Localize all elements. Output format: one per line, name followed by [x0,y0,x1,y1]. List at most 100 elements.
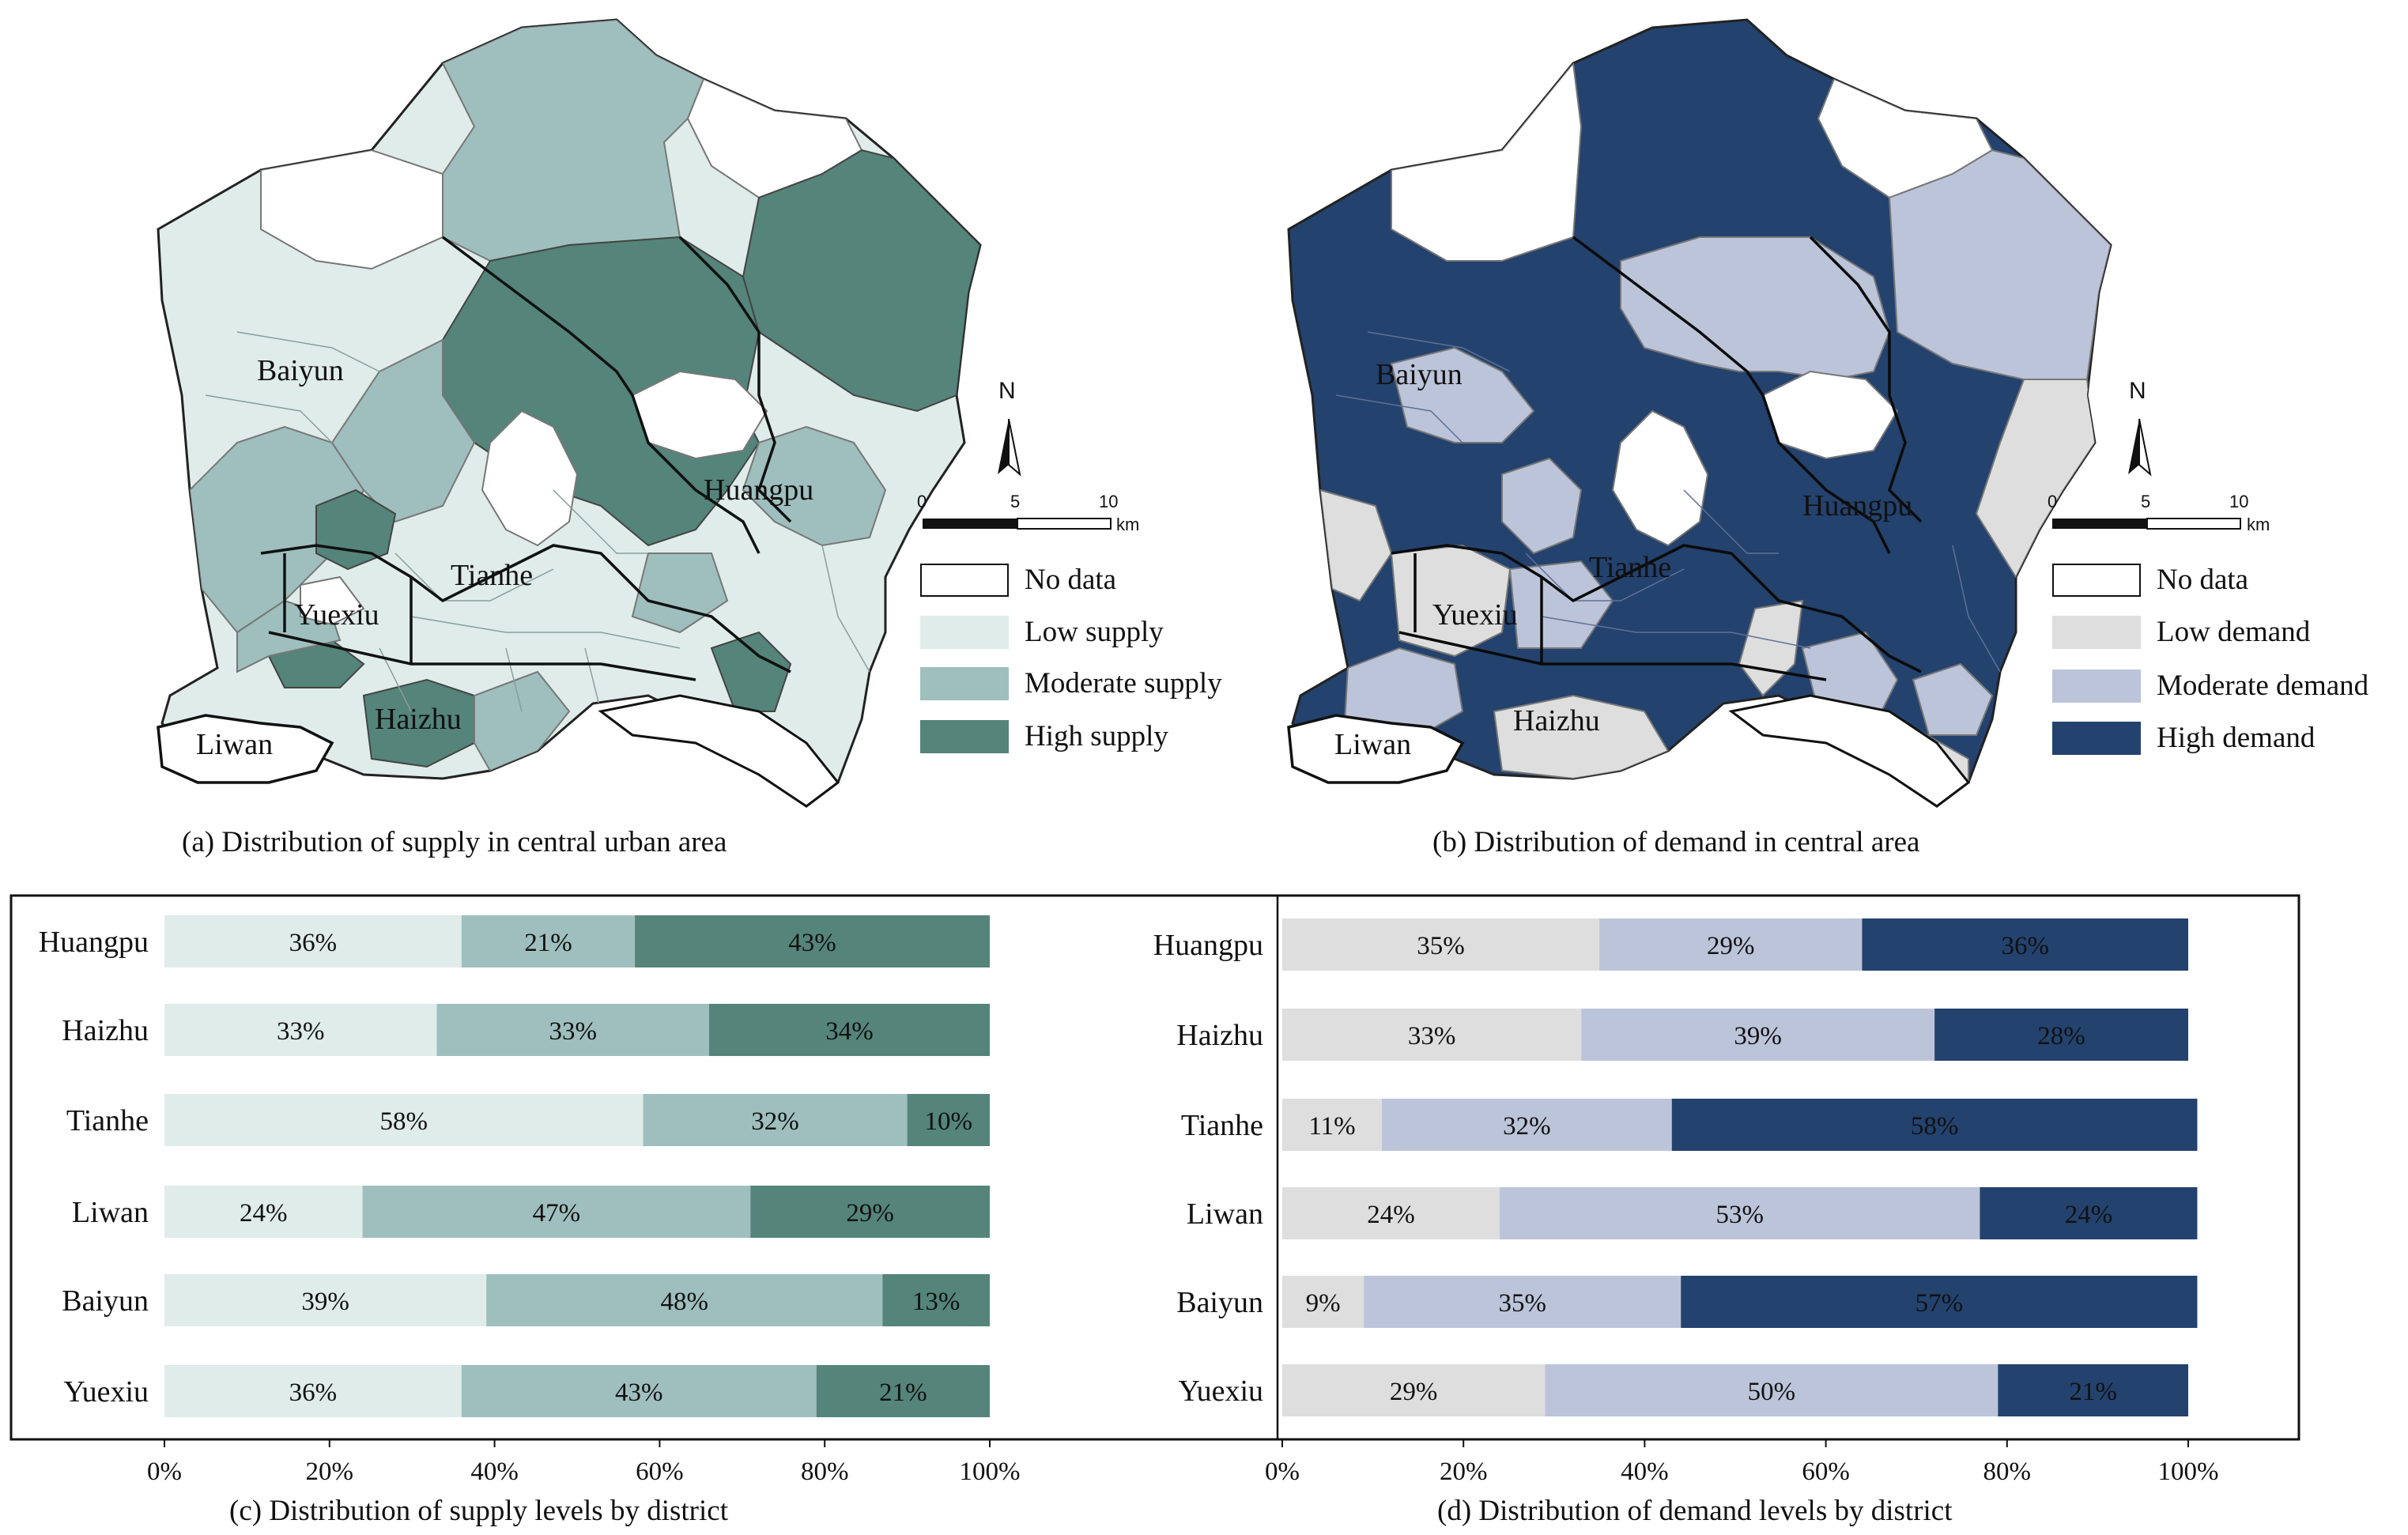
demand-region-moderate [1912,662,1994,736]
scale-label-zero: 0 [917,492,927,511]
bar-value-label: 48% [660,1288,708,1316]
scale-bar [2052,518,2241,530]
bar-segment [164,1365,462,1417]
bar-segment [750,1186,990,1238]
bar-value-label: 32% [751,1107,799,1136]
category-label: Liwan [72,1196,149,1229]
bar-value-label: 28% [2037,1022,2085,1050]
bar-segment [1382,1099,1672,1151]
scale-label-unit: km [2247,515,2270,534]
supply-liwan-outline [157,714,334,784]
charts-frame [9,894,2300,1441]
x-tick-label: 60% [1802,1458,1850,1486]
bar-value-label: 39% [301,1288,349,1316]
bar-value-label: 43% [788,929,836,957]
supply-levels-chart: 0% 20% 40% 60% 80% 100% Huangpu 36% 21% 43% Haizhu… [39,915,1021,1486]
north-label: N [2129,378,2146,404]
x-tick-label: 40% [1621,1458,1669,1486]
demand-legend-item: Moderate demand [2052,669,2368,703]
bar-value-label: 53% [1715,1201,1764,1229]
supply-region-moderate [631,553,729,634]
supply-legend-item: High supply [920,719,1168,753]
bar-segment [1934,1009,2188,1061]
north-arrow-icon [998,418,1021,477]
demand-region-moderate [1390,346,1535,443]
legend-label: Moderate demand [2157,669,2369,702]
scale-label-max: 10 [2229,492,2249,511]
demand-levels-chart: 0% 20% 40% 60% 80% 100% Huangpu 35% 29% 36% Haizhu… [1153,918,2219,1486]
demand-legend-item: High demand [2052,721,2315,755]
demand-region-moderate [1508,560,1614,649]
supply-legend-item: Moderate supply [920,666,1222,700]
bar-value-label: 24% [240,1199,288,1228]
bar-value-label: 10% [925,1107,973,1136]
caption-a: (a) Distribution of supply in central ur… [182,826,727,858]
supply-map-label-haizhu: Haizhu [375,703,462,736]
bar-value-label: 13% [912,1288,961,1316]
bar-value-label: 50% [1748,1378,1796,1406]
legend-swatch [920,666,1009,700]
bar-value-label: 57% [1915,1289,1964,1318]
x-tick-label: 100% [960,1458,1021,1486]
supply-region-high [742,149,980,413]
demand-region-nodata [1761,370,1899,460]
category-label: Tianhe [66,1104,149,1137]
category-label: Baiyun [62,1284,149,1318]
bar-segment [1282,918,1600,971]
bar-segment [1282,1187,1500,1239]
supply-map-label-liwan: Liwan [196,728,274,761]
bar-segment [1364,1276,1681,1328]
scale-label-mid: 5 [1010,492,1021,511]
category-label: Liwan [1187,1197,1263,1231]
legend-label: Low demand [2157,616,2311,648]
bar-value-label: 36% [289,929,338,957]
x-tick-label: 0% [147,1458,182,1486]
legend-swatch [2052,669,2141,703]
north-arrow-icon [2128,418,2152,477]
demand-region-nodata [1391,61,1583,262]
supply-region-nodata [300,575,365,626]
bar-value-label: 58% [380,1107,428,1136]
supply-region-nodata [260,149,443,270]
bar-value-label: 47% [533,1199,581,1228]
bar-segment [1862,918,2188,971]
bar-value-label: 11% [1308,1112,1355,1141]
x-tick-label: 40% [470,1458,519,1486]
demand-map-label-liwan: Liwan [1334,728,1412,761]
scale-label-mid: 5 [2141,492,2151,511]
scale-label-unit: km [1116,515,1140,534]
legend-label: Low supply [1025,616,1164,648]
bar-value-label: 32% [1503,1112,1551,1141]
bar-value-label: 58% [1911,1112,1959,1141]
caption-d: (d) Distribution of demand levels by dis… [1437,1495,1953,1527]
demand-map [1287,18,2112,808]
legend-swatch [920,563,1009,597]
legend-label: No data [2157,564,2249,596]
category-label: Huangpu [1153,929,1263,962]
supply-map-label-tianhe: Tianhe [451,559,534,592]
demand-liwan-outline [1287,714,1465,784]
bar-segment [1282,1099,1383,1151]
bar-segment [1599,918,1863,971]
category-label: Haizhu [62,1014,149,1047]
legend-swatch [920,615,1009,649]
bar-value-label: 21% [879,1378,927,1407]
north-label: N [998,378,1016,404]
bar-value-label: 29% [1707,932,1755,960]
demand-map-label-haizhu: Haizhu [1513,704,1600,737]
bar-segment [709,1004,990,1056]
bar-value-label: 21% [524,929,572,957]
x-tick-label: 100% [2158,1458,2219,1486]
supply-region-nodata [631,370,768,460]
demand-region-moderate [1888,149,2111,380]
supply-map-label-huangpu: Huangpu [704,473,814,507]
demand-southeast-outline [1728,694,1971,808]
bar-segment [461,915,636,967]
supply-region-nodata [481,409,579,547]
bar-segment [1581,1009,1935,1061]
bar-segment [436,1004,710,1056]
x-tick-label: 20% [306,1458,354,1486]
bar-segment [164,1186,363,1238]
bar-segment [1671,1099,2198,1151]
